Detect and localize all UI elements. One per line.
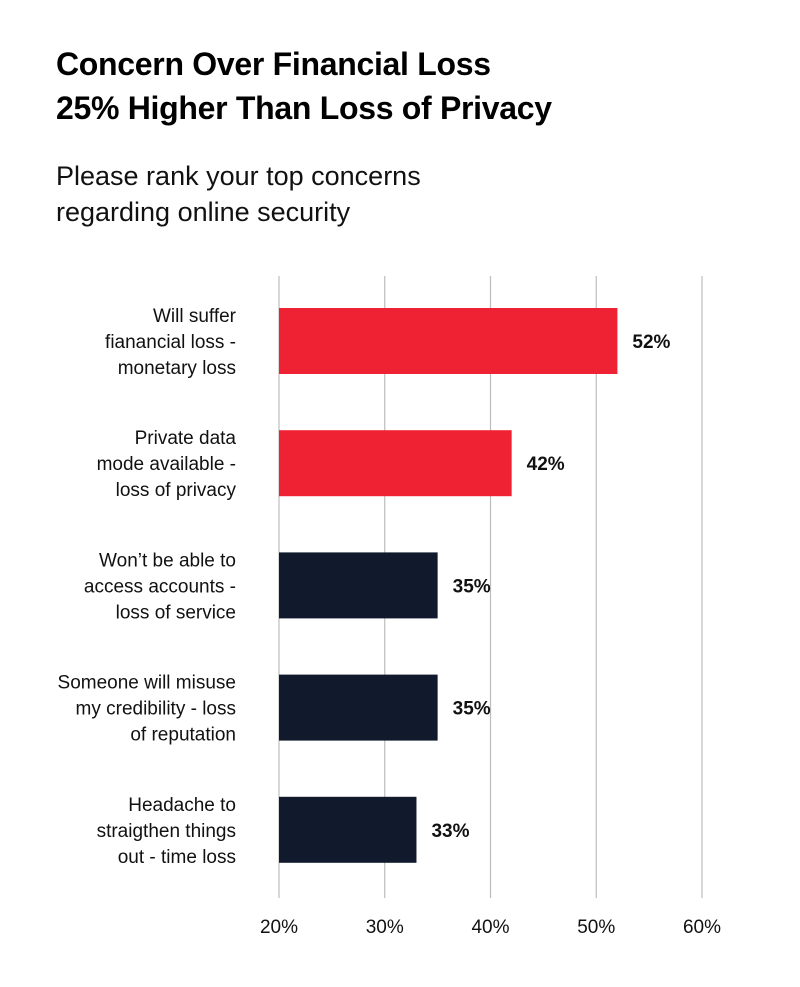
category-label: loss of privacy [116,480,237,501]
value-label: 33% [431,821,469,842]
value-label: 35% [453,576,491,597]
value-label: 42% [527,454,565,475]
x-axis-ticks: 20% 30% 40% 50% 60% [260,917,721,938]
chart-subtitle: Please rank your top concerns regarding … [56,158,756,230]
title-line-1: Concern Over Financial Loss [56,46,491,82]
category-label: mode available - [97,454,236,475]
category-label: Won’t be able to [99,550,236,571]
x-tick-label: 40% [471,917,509,938]
category-label: Private data [135,428,237,449]
bar [279,430,512,497]
category-label: fianancial loss - [105,332,236,353]
bar [279,552,438,619]
category-label: my credibility - loss [76,699,236,720]
category-label: monetary loss [118,358,236,379]
value-label: 52% [632,332,670,353]
x-tick-label: 60% [683,917,721,938]
subtitle-line-1: Please rank your top concerns [56,161,421,191]
bar [279,308,618,374]
category-label: of reputation [130,725,236,746]
x-tick-label: 30% [366,917,404,938]
bar [279,674,438,741]
subtitle-line-2: regarding online security [56,197,351,227]
value-labels: 52% 42% 35% 35% 33% [431,332,670,842]
chart-title: Concern Over Financial Loss 25% Higher T… [56,42,756,130]
value-label: 35% [453,699,491,720]
category-label: out - time loss [118,847,236,868]
category-labels: Will suffer fianancial loss - monetary los… [58,306,237,868]
category-label: Headache to [128,795,236,816]
title-line-2: 25% Higher Than Loss of Privacy [56,90,552,126]
bars [279,308,618,863]
x-tick-label: 20% [260,917,298,938]
category-label: loss of service [116,602,236,623]
category-label: access accounts - [84,576,236,597]
category-label: Someone will misuse [58,673,236,694]
x-tick-label: 50% [577,917,615,938]
category-label: straigthen things [97,821,236,842]
category-label: Will suffer [153,306,237,327]
bar [279,796,417,863]
